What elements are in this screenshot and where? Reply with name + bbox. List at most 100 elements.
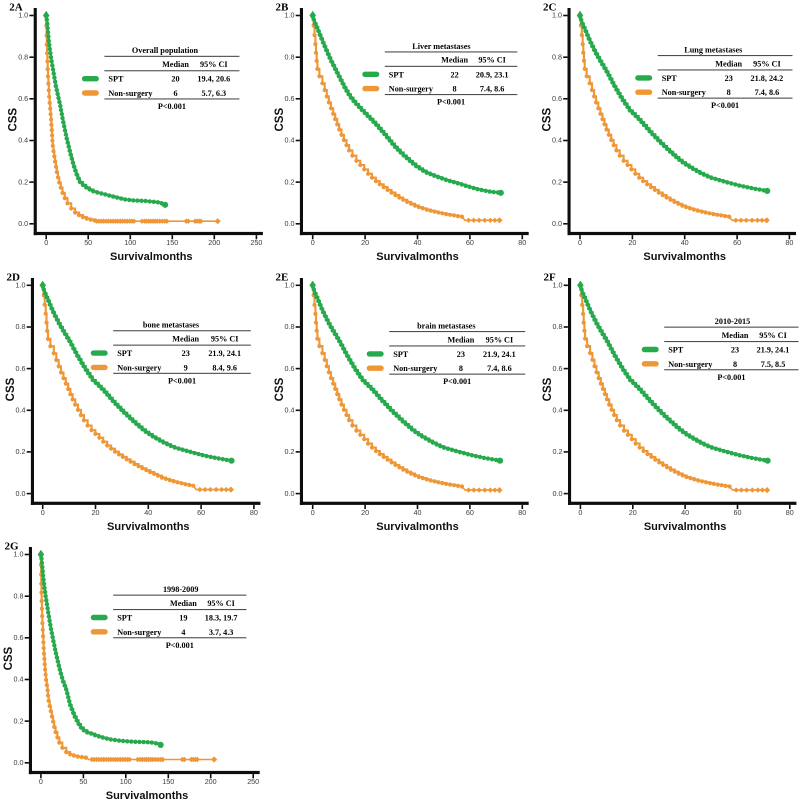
svg-text:Median: Median	[447, 335, 474, 344]
svg-text:CSS: CSS	[274, 108, 286, 132]
svg-text:60: 60	[466, 508, 474, 517]
svg-text:CSS: CSS	[542, 377, 554, 401]
svg-text:0.4: 0.4	[16, 406, 26, 415]
svg-text:brain metastases: brain metastases	[417, 321, 475, 330]
svg-text:80: 80	[250, 508, 258, 517]
svg-text:Survivalmonths: Survivalmonths	[644, 521, 727, 533]
svg-text:23: 23	[725, 74, 733, 83]
svg-text:CSS: CSS	[5, 377, 17, 401]
svg-text:P<0.001: P<0.001	[437, 98, 465, 107]
svg-text:Median: Median	[170, 599, 197, 608]
svg-text:20: 20	[629, 508, 637, 517]
svg-text:20: 20	[171, 75, 179, 84]
svg-text:Median: Median	[722, 331, 749, 340]
svg-text:23: 23	[182, 349, 190, 358]
svg-text:60: 60	[197, 508, 205, 517]
svg-text:40: 40	[144, 508, 152, 517]
svg-text:Median: Median	[441, 56, 468, 65]
svg-text:80: 80	[518, 508, 526, 517]
svg-text:Non-surgery: Non-surgery	[108, 89, 153, 98]
svg-text:100: 100	[124, 238, 136, 247]
svg-text:0.8: 0.8	[16, 322, 26, 331]
svg-text:2E: 2E	[276, 272, 289, 284]
svg-text:0.8: 0.8	[14, 591, 24, 600]
svg-text:200: 200	[205, 777, 217, 786]
svg-text:Liver metastases: Liver metastases	[412, 42, 470, 51]
svg-text:Non-surgery: Non-surgery	[668, 360, 713, 369]
svg-text:0.8: 0.8	[285, 52, 295, 61]
svg-text:CSS: CSS	[8, 108, 20, 132]
svg-text:Overall population: Overall population	[132, 46, 199, 55]
svg-text:0.0: 0.0	[553, 489, 563, 498]
svg-text:0.2: 0.2	[285, 177, 295, 186]
svg-text:0.0: 0.0	[285, 489, 295, 498]
svg-text:18.3, 19.7: 18.3, 19.7	[205, 614, 238, 623]
svg-text:0.2: 0.2	[552, 177, 562, 186]
svg-text:0.6: 0.6	[552, 94, 562, 103]
svg-text:SPT: SPT	[393, 350, 409, 359]
svg-text:250: 250	[250, 238, 262, 247]
svg-text:CSS: CSS	[3, 646, 15, 670]
svg-text:1.0: 1.0	[285, 281, 295, 290]
svg-text:95% CI: 95% CI	[753, 59, 781, 68]
svg-text:0.2: 0.2	[16, 447, 26, 456]
svg-text:40: 40	[414, 238, 422, 247]
svg-text:95% CI: 95% CI	[486, 335, 514, 344]
svg-text:0.6: 0.6	[14, 633, 24, 642]
svg-text:P<0.001: P<0.001	[443, 377, 471, 386]
svg-text:95% CI: 95% CI	[211, 335, 239, 344]
svg-text:0.8: 0.8	[285, 322, 295, 331]
svg-text:SPT: SPT	[117, 349, 133, 358]
svg-text:6: 6	[173, 89, 177, 98]
svg-text:SPT: SPT	[668, 346, 684, 355]
svg-text:8.4, 9.6: 8.4, 9.6	[212, 363, 237, 372]
svg-text:8: 8	[727, 88, 731, 97]
svg-text:95% CI: 95% CI	[759, 331, 787, 340]
svg-text:23: 23	[731, 346, 739, 355]
svg-text:150: 150	[166, 238, 178, 247]
svg-text:9: 9	[184, 363, 188, 372]
svg-text:0.8: 0.8	[553, 322, 563, 331]
svg-text:Survivalmonths: Survivalmonths	[107, 521, 190, 533]
svg-text:0.8: 0.8	[552, 52, 562, 61]
svg-text:40: 40	[681, 508, 689, 517]
svg-text:20: 20	[361, 238, 369, 247]
svg-text:Lung metastases: Lung metastases	[684, 45, 742, 54]
svg-text:22: 22	[451, 70, 459, 79]
svg-text:95% CI: 95% CI	[207, 599, 235, 608]
svg-text:Non-surgery: Non-surgery	[393, 364, 438, 373]
svg-text:0.4: 0.4	[285, 406, 295, 415]
svg-text:0: 0	[41, 508, 45, 517]
svg-text:0.4: 0.4	[18, 136, 28, 145]
svg-text:1.0: 1.0	[285, 11, 295, 20]
svg-text:Survivalmonths: Survivalmonths	[376, 521, 459, 533]
svg-text:P<0.001: P<0.001	[168, 376, 196, 385]
svg-text:0: 0	[578, 238, 582, 247]
svg-text:80: 80	[518, 238, 526, 247]
svg-text:0: 0	[44, 238, 48, 247]
svg-text:Median: Median	[715, 59, 742, 68]
svg-text:P<0.001: P<0.001	[717, 373, 745, 382]
svg-text:60: 60	[733, 238, 741, 247]
svg-text:SPT: SPT	[117, 614, 133, 623]
svg-text:0: 0	[578, 508, 582, 517]
svg-text:0.0: 0.0	[552, 219, 562, 228]
svg-text:0.8: 0.8	[18, 52, 28, 61]
svg-text:21.8, 24.2: 21.8, 24.2	[751, 74, 784, 83]
svg-text:0.6: 0.6	[285, 94, 295, 103]
svg-text:0.2: 0.2	[14, 716, 24, 725]
svg-text:Non-surgery: Non-surgery	[117, 363, 162, 372]
svg-text:Non-surgery: Non-surgery	[662, 88, 707, 97]
svg-text:95% CI: 95% CI	[478, 56, 506, 65]
svg-text:2B: 2B	[276, 2, 290, 14]
svg-text:SPT: SPT	[389, 70, 405, 79]
svg-text:CSS: CSS	[274, 377, 286, 401]
svg-text:19: 19	[179, 614, 187, 623]
svg-text:0.4: 0.4	[285, 136, 295, 145]
svg-text:23: 23	[457, 350, 465, 359]
svg-text:P<0.001: P<0.001	[158, 102, 186, 111]
svg-text:0.6: 0.6	[18, 94, 28, 103]
svg-text:1.0: 1.0	[16, 281, 26, 290]
svg-text:20.9, 23.1: 20.9, 23.1	[476, 70, 509, 79]
svg-text:3.7, 4.3: 3.7, 4.3	[209, 628, 234, 637]
